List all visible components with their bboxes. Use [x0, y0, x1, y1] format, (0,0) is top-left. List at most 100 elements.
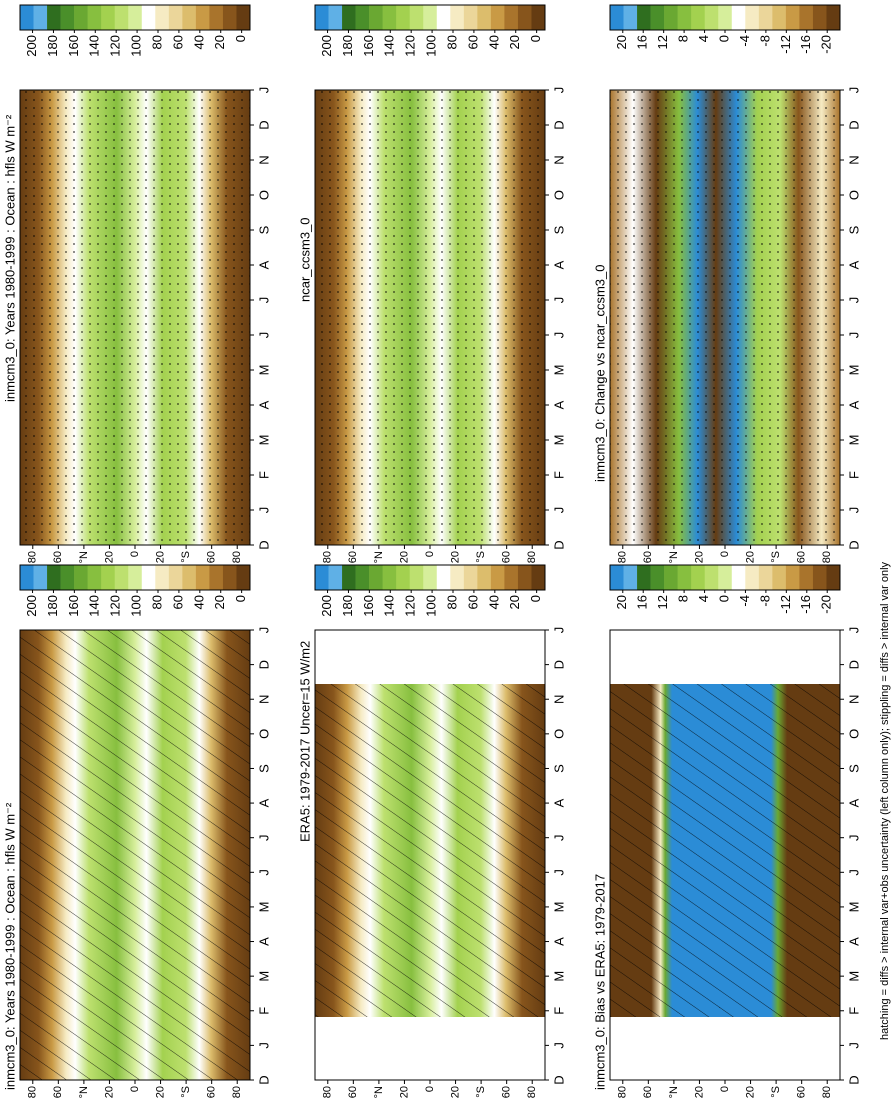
y-tick-label: 60: [501, 551, 513, 563]
x-tick-label: J: [256, 332, 271, 339]
x-tick-label: D: [846, 120, 861, 129]
colorbar-swatch: [236, 5, 251, 30]
significance-overlay: [610, 684, 840, 1017]
x-tick-label: D: [256, 120, 271, 129]
colorbar-swatch: [731, 565, 746, 590]
x-tick-label: A: [846, 937, 861, 946]
x-tick-label: J: [256, 297, 271, 304]
colorbar-swatch: [517, 5, 532, 30]
colorbar-swatch: [463, 565, 478, 590]
colorbar-swatch: [20, 565, 34, 590]
colorbar-frame: [19, 4, 251, 31]
y-tick-label: °N: [668, 1086, 680, 1098]
y-tick-label: 20: [693, 551, 705, 563]
significance-overlay: [315, 684, 545, 1017]
x-tick-label: F: [256, 471, 271, 479]
x-tick-label: O: [551, 729, 566, 739]
colorbar-swatch: [423, 5, 438, 30]
x-tick-label: S: [256, 764, 271, 773]
colorbar-swatch: [637, 565, 651, 590]
colorbar-swatch: [704, 5, 719, 30]
colorbar-label: 0: [233, 35, 248, 42]
colorbar-swatch: [168, 5, 183, 30]
x-tick-label: M: [256, 971, 271, 982]
colorbar-label: 140: [87, 595, 102, 617]
colorbar-label: 0: [716, 595, 731, 602]
rotated-figure: inmcm3_0: Years 1980-1999 : Ocean : hfls…: [2, 4, 891, 1098]
colorbar-swatch: [155, 5, 170, 30]
colorbar-label: 160: [361, 35, 376, 57]
x-tick-label: O: [256, 729, 271, 739]
colorbar-label: 60: [170, 35, 185, 49]
x-tick-label: A: [256, 260, 271, 269]
x-tick-label: J: [256, 507, 271, 514]
x-tick-label: F: [846, 1007, 861, 1015]
colorbar-label: 140: [382, 35, 397, 57]
colorbar-label: 120: [108, 35, 123, 57]
x-tick-label: N: [256, 155, 271, 164]
colorbar-label: 16: [635, 35, 650, 49]
colorbar-swatch: [33, 5, 48, 30]
x-tick-label: A: [551, 798, 566, 807]
colorbar-swatch: [785, 5, 800, 30]
colorbar-swatch: [355, 5, 370, 30]
colorbar-label: 200: [319, 35, 334, 57]
panel-title: inmcm3_0: Years 1980-1999 : Ocean : hfls…: [2, 802, 17, 1090]
x-tick-label: M: [846, 971, 861, 982]
colorbar-swatch: [382, 565, 397, 590]
colorbar-swatch: [168, 565, 183, 590]
colorbar-swatch: [128, 5, 143, 30]
x-tick-label: J: [256, 627, 271, 634]
colorbar-swatch: [517, 565, 532, 590]
colorbar-swatch: [826, 565, 841, 590]
colorbar-label: 20: [212, 35, 227, 49]
colorbar-swatch: [745, 5, 760, 30]
colorbar-label: 80: [444, 595, 459, 609]
colorbar-label: 100: [129, 595, 144, 617]
colorbar-swatch: [463, 5, 478, 30]
y-tick-label: 80: [27, 551, 39, 563]
colorbar-label: 180: [45, 35, 60, 57]
colorbar-swatch: [477, 565, 492, 590]
colorbar-label: 200: [319, 595, 334, 617]
colorbar-swatch: [87, 565, 102, 590]
colorbar-swatch: [772, 5, 787, 30]
y-tick-label: 60: [642, 551, 654, 563]
colorbar-label: 20: [507, 595, 522, 609]
colorbar-label: 140: [87, 35, 102, 57]
x-tick-label: J: [551, 87, 566, 94]
colorbar-label: 4: [696, 35, 711, 42]
y-tick-label: °N: [78, 551, 90, 563]
x-tick-label: J: [846, 297, 861, 304]
colorbar-label: 100: [424, 595, 439, 617]
colorbar-label: 40: [486, 35, 501, 49]
y-tick-label: °S: [770, 1086, 782, 1098]
y-tick-label: 60: [52, 1086, 64, 1098]
colorbar-swatch: [650, 565, 665, 590]
x-tick-label: M: [846, 902, 861, 913]
colorbar-swatch: [664, 565, 678, 590]
colorbar-swatch: [637, 5, 651, 30]
colorbar-swatch: [328, 5, 343, 30]
panel-title: inmcm3_0: Change vs ncar_ccsm3_0: [592, 265, 607, 483]
x-tick-label: J: [846, 507, 861, 514]
colorbar-label: 200: [24, 595, 39, 617]
colorbar-label: 160: [66, 595, 81, 617]
x-tick-label: N: [846, 155, 861, 164]
x-tick-label: A: [551, 260, 566, 269]
y-tick-label: 80: [617, 551, 629, 563]
y-tick-label: 20: [449, 551, 461, 563]
colorbar-label: 16: [635, 595, 650, 609]
y-tick-label: 80: [617, 1086, 629, 1098]
y-tick-label: 20: [154, 551, 166, 563]
x-tick-label: N: [551, 695, 566, 704]
colorbar-label: 100: [424, 35, 439, 57]
x-tick-label: M: [551, 902, 566, 913]
colorbar-swatch: [745, 565, 760, 590]
y-tick-label: 80: [231, 551, 243, 563]
colorbar-label: 60: [465, 595, 480, 609]
panel-title: inmcm3_0: Bias vs ERA5: 1979-2017: [592, 874, 607, 1090]
y-tick-label: 80: [231, 1086, 243, 1098]
x-tick-label: D: [551, 540, 566, 549]
colorbar-swatch: [128, 565, 143, 590]
